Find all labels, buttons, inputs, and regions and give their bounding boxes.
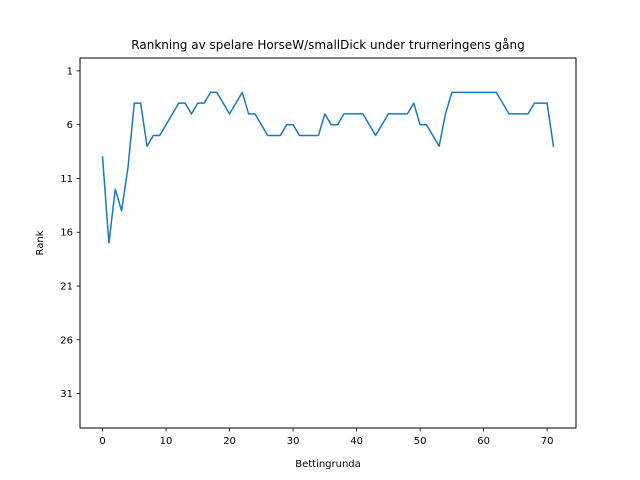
y-tick-label: 1 bbox=[67, 66, 73, 77]
y-axis-label: Rank bbox=[35, 230, 46, 255]
x-tick-label: 0 bbox=[99, 436, 105, 447]
plot-area bbox=[101, 91, 555, 244]
x-tick-label: 20 bbox=[223, 436, 236, 447]
x-tick-label: 40 bbox=[350, 436, 363, 447]
y-tick-label: 16 bbox=[60, 228, 73, 239]
x-tick-label: 70 bbox=[541, 436, 554, 447]
x-tick-label: 30 bbox=[287, 436, 300, 447]
y-tick-label: 11 bbox=[60, 174, 73, 185]
rank-series-line bbox=[101, 91, 555, 244]
y-tick-label: 26 bbox=[60, 335, 73, 346]
x-axis-label: Bettingrunda bbox=[295, 459, 361, 470]
chart-title: Rankning av spelare HorseW/smallDick und… bbox=[131, 38, 524, 52]
x-tick-label: 10 bbox=[160, 436, 173, 447]
x-tick-label: 50 bbox=[414, 436, 427, 447]
y-tick-label: 6 bbox=[67, 120, 73, 131]
y-tick-label: 31 bbox=[60, 389, 73, 400]
axes-frame bbox=[79, 57, 577, 429]
x-tick-label: 60 bbox=[477, 436, 490, 447]
y-tick-label: 21 bbox=[60, 282, 73, 293]
